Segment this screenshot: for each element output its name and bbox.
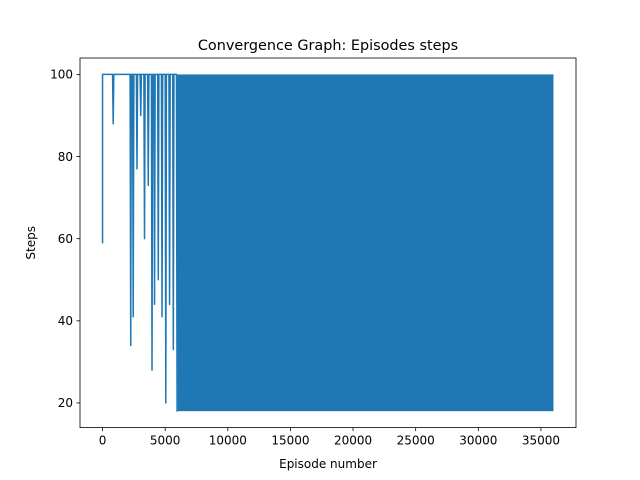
y-tick-label: 80 — [58, 150, 73, 164]
series-0-oscillation-band — [177, 74, 554, 412]
y-axis: 20 40 60 80 100 — [50, 68, 80, 410]
plot-area — [101, 73, 554, 412]
series-0-line — [101, 73, 179, 412]
x-tick-label: 20000 — [334, 434, 372, 448]
x-axis-label: Episode number — [279, 457, 377, 471]
plot-frame — [79, 57, 577, 429]
x-tick-label: 35000 — [522, 434, 560, 448]
y-tick-label: 100 — [50, 68, 73, 82]
x-tick-label: 30000 — [459, 434, 497, 448]
x-tick-label: 15000 — [271, 434, 309, 448]
y-tick-label: 60 — [58, 232, 73, 246]
x-tick-label: 10000 — [209, 434, 247, 448]
y-tick-label: 20 — [58, 396, 73, 410]
y-tick-label: 40 — [58, 314, 73, 328]
x-tick-label: 0 — [99, 434, 107, 448]
chart-title: Convergence Graph: Episodes steps — [198, 38, 458, 54]
y-axis-label: Steps — [24, 226, 38, 260]
x-tick-label: 5000 — [150, 434, 181, 448]
x-axis: 0 5000 10000 15000 20000 25000 30000 35000 — [99, 427, 560, 448]
x-tick-label: 25000 — [397, 434, 435, 448]
